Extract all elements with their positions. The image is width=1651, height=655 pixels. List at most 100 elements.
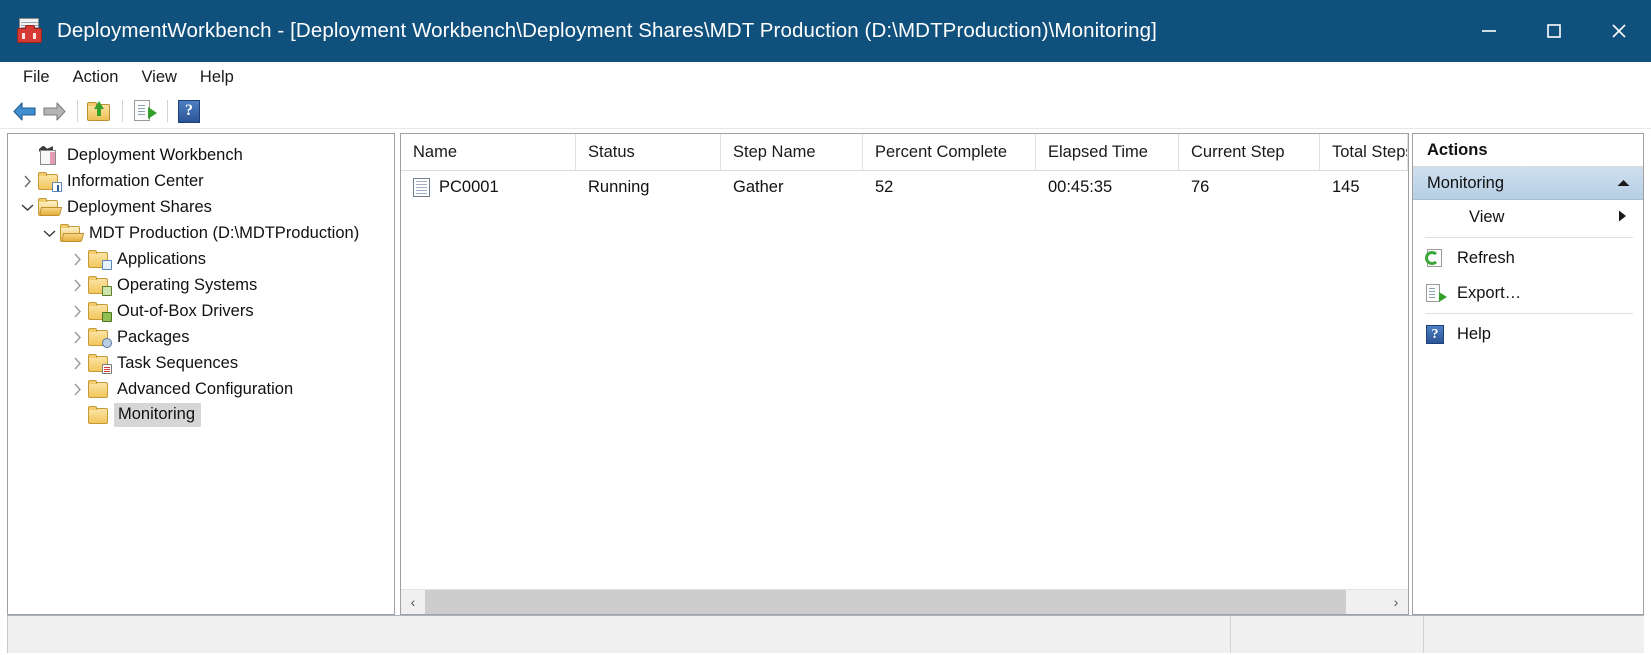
tree-item-operating-systems[interactable]: Operating Systems — [8, 272, 394, 298]
actions-pane-title: Actions — [1413, 134, 1643, 167]
export-icon — [1425, 283, 1447, 304]
tree-item-advanced-configuration[interactable]: Advanced Configuration — [8, 376, 394, 402]
back-button[interactable] — [10, 97, 38, 125]
monitoring-list-pane: Name Status Step Name Percent Complete E… — [400, 133, 1409, 615]
back-arrow-icon — [12, 101, 36, 121]
action-item-refresh[interactable]: Refresh — [1413, 241, 1643, 276]
folder-open-icon — [38, 197, 60, 217]
chevron-right-icon[interactable] — [66, 279, 88, 292]
menu-bar: File Action View Help — [0, 62, 1651, 94]
action-item-label: Export… — [1457, 284, 1522, 302]
chevron-right-icon[interactable] — [66, 357, 88, 370]
tree-item-applications[interactable]: Applications — [8, 246, 394, 272]
folder-info-icon — [38, 171, 62, 192]
menu-view[interactable]: View — [141, 67, 177, 86]
tree-item-out-of-box-drivers[interactable]: Out-of-Box Drivers — [8, 298, 394, 324]
chevron-down-icon[interactable] — [16, 203, 38, 212]
chevron-right-icon[interactable] — [16, 175, 38, 188]
menu-action[interactable]: Action — [72, 67, 119, 86]
scrollbar-thumb[interactable] — [425, 590, 1346, 614]
tree-item-deployment-workbench[interactable]: Deployment Workbench — [8, 142, 394, 168]
folder-monitoring-icon — [88, 405, 110, 425]
tree-item-label: Task Sequences — [117, 353, 239, 372]
toolbar: ? — [0, 94, 1651, 129]
action-item-help[interactable]: ? Help — [1413, 317, 1643, 352]
folder-up-icon — [87, 100, 111, 122]
tree-item-packages[interactable]: Packages — [8, 324, 394, 350]
cell-name-text: PC0001 — [439, 177, 499, 196]
close-button[interactable] — [1586, 0, 1651, 62]
list-body: PC0001 Running Gather 52 00:45:35 76 145 — [401, 171, 1408, 589]
chevron-right-icon[interactable] — [66, 383, 88, 396]
scroll-left-arrow[interactable]: ‹ — [401, 590, 425, 614]
column-header-percent-complete[interactable]: Percent Complete — [863, 134, 1036, 170]
help-icon: ? — [1425, 324, 1446, 345]
folder-open-icon — [60, 223, 82, 243]
column-header-name[interactable]: Name — [401, 134, 576, 170]
folder-packages-icon — [88, 327, 112, 348]
cell-status: Running — [588, 177, 650, 196]
chevron-down-icon[interactable] — [38, 229, 60, 238]
actions-separator — [1425, 313, 1633, 314]
action-item-view[interactable]: View — [1413, 200, 1643, 235]
action-item-export[interactable]: Export… — [1413, 276, 1643, 311]
folder-applications-icon — [88, 249, 112, 270]
status-bar — [7, 615, 1644, 653]
toolbar-separator — [167, 100, 168, 122]
cell-total-steps: 145 — [1332, 177, 1360, 196]
tree-item-label: Advanced Configuration — [117, 379, 294, 398]
folder-drivers-icon — [88, 301, 112, 322]
chevron-right-icon[interactable] — [66, 331, 88, 344]
tree-item-information-center[interactable]: Information Center — [8, 168, 394, 194]
forward-arrow-icon — [42, 101, 66, 121]
scroll-right-arrow[interactable]: › — [1384, 590, 1408, 614]
help-icon: ? — [178, 99, 200, 123]
chevron-right-icon[interactable] — [66, 253, 88, 266]
tree-item-task-sequences[interactable]: Task Sequences — [8, 350, 394, 376]
submenu-arrow-icon[interactable] — [1617, 208, 1627, 227]
menu-help[interactable]: Help — [199, 67, 234, 86]
column-header-elapsed-time[interactable]: Elapsed Time — [1036, 134, 1179, 170]
folder-icon — [88, 379, 110, 399]
menu-file[interactable]: File — [23, 67, 50, 86]
tree-item-label: MDT Production (D:\MDTProduction) — [89, 223, 360, 242]
chevron-right-icon[interactable] — [66, 305, 88, 318]
list-header-row: Name Status Step Name Percent Complete E… — [401, 134, 1408, 171]
up-one-level-button[interactable] — [85, 97, 113, 125]
tree-item-label: Deployment Workbench — [67, 145, 243, 164]
forward-button[interactable] — [40, 97, 68, 125]
workbench-root-icon — [38, 145, 60, 165]
collapse-up-icon[interactable] — [1616, 174, 1631, 193]
actions-group-label: Monitoring — [1427, 173, 1505, 192]
scrollbar-track[interactable] — [425, 590, 1384, 614]
action-item-label: View — [1469, 208, 1505, 226]
table-row[interactable]: PC0001 Running Gather 52 00:45:35 76 145 — [401, 171, 1408, 203]
tree-item-monitoring[interactable]: Monitoring — [8, 402, 394, 428]
cell-percent-complete: 52 — [875, 177, 894, 196]
horizontal-scrollbar[interactable]: ‹ › — [401, 589, 1408, 614]
actions-group-monitoring[interactable]: Monitoring — [1413, 167, 1643, 200]
refresh-icon — [1425, 248, 1446, 269]
cell-elapsed-time: 00:45:35 — [1048, 177, 1113, 196]
tree-item-label: Monitoring — [114, 403, 202, 427]
column-header-status[interactable]: Status — [576, 134, 721, 170]
minimize-button[interactable] — [1456, 0, 1521, 62]
cell-step-name: Gather — [733, 177, 784, 196]
status-segment-1 — [8, 616, 1231, 653]
toolbar-separator — [122, 100, 123, 122]
tree-item-deployment-shares[interactable]: Deployment Shares — [8, 194, 394, 220]
window-controls — [1456, 0, 1651, 62]
main-content: Deployment Workbench Information Center — [0, 129, 1651, 615]
toolbar-separator — [77, 100, 78, 122]
tree-item-label: Deployment Shares — [67, 197, 212, 216]
tree-item-mdt-production[interactable]: MDT Production (D:\MDTProduction) — [8, 220, 394, 246]
column-header-total-steps[interactable]: Total Steps — [1320, 134, 1408, 170]
cell-current-step: 76 — [1191, 177, 1210, 196]
column-header-current-step[interactable]: Current Step — [1179, 134, 1320, 170]
help-button[interactable]: ? — [175, 97, 203, 125]
export-button[interactable] — [130, 97, 158, 125]
maximize-button[interactable] — [1521, 0, 1586, 62]
window-title: DeploymentWorkbench - [Deployment Workbe… — [57, 19, 1157, 42]
deployment-workbench-icon — [17, 18, 43, 44]
column-header-step-name[interactable]: Step Name — [721, 134, 863, 170]
